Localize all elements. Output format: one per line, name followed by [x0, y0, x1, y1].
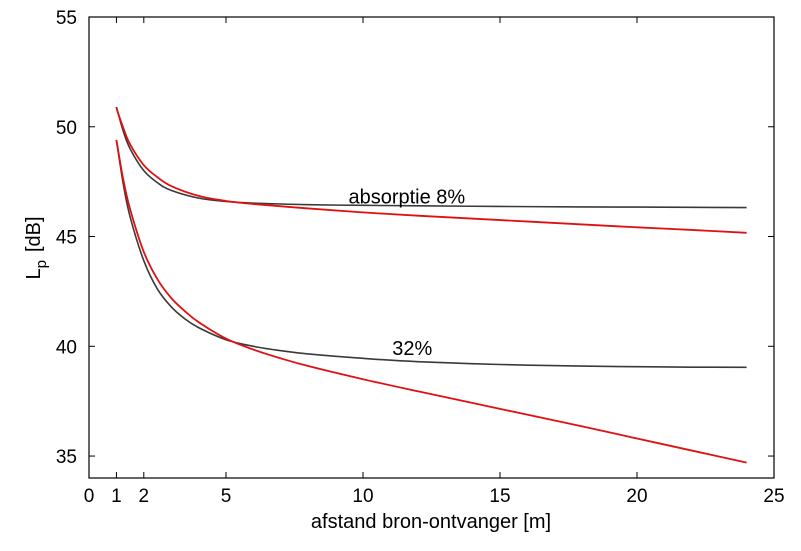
x-tick-label: 0 [84, 486, 95, 507]
series-annotation: 32% [392, 338, 432, 360]
y-axis-label: Lp [dB] [23, 216, 50, 279]
y-axis-label-symbol: L [23, 268, 45, 279]
x-tick-labels: 0 1 2 5 10 15 20 25 [84, 486, 785, 507]
curves-layer [115, 106, 747, 464]
x-tick-label: 25 [763, 486, 784, 507]
y-axis-label-unit: [dB] [23, 216, 45, 252]
series-annotation: absorptie 8% [348, 187, 465, 209]
tick-marks [88, 16, 775, 478]
series-line-32-theory [115, 139, 747, 464]
x-tick-label: 15 [489, 486, 510, 507]
y-tick-label: 50 [56, 118, 77, 139]
y-tick-labels: 35 40 45 50 55 [56, 8, 77, 468]
x-tick-label: 1 [111, 486, 122, 507]
y-tick-label: 45 [56, 228, 77, 249]
plot-frame [88, 16, 775, 479]
series-line-8-theory [115, 107, 747, 234]
x-tick-label: 10 [352, 486, 373, 507]
y-axis-label-subscript: p [33, 260, 50, 268]
y-tick-label: 40 [56, 337, 77, 358]
x-tick-label: 20 [626, 486, 647, 507]
y-tick-label: 35 [56, 447, 77, 468]
x-tick-label: 2 [139, 486, 150, 507]
x-tick-label: 5 [221, 486, 232, 507]
x-axis-label: afstand bron-ontvanger [m] [311, 511, 551, 533]
series-line-8-measured [115, 106, 747, 209]
annotations-layer: absorptie 8% 32% [348, 187, 465, 360]
series-line-32-measured [115, 139, 747, 369]
y-tick-label: 55 [56, 8, 77, 29]
